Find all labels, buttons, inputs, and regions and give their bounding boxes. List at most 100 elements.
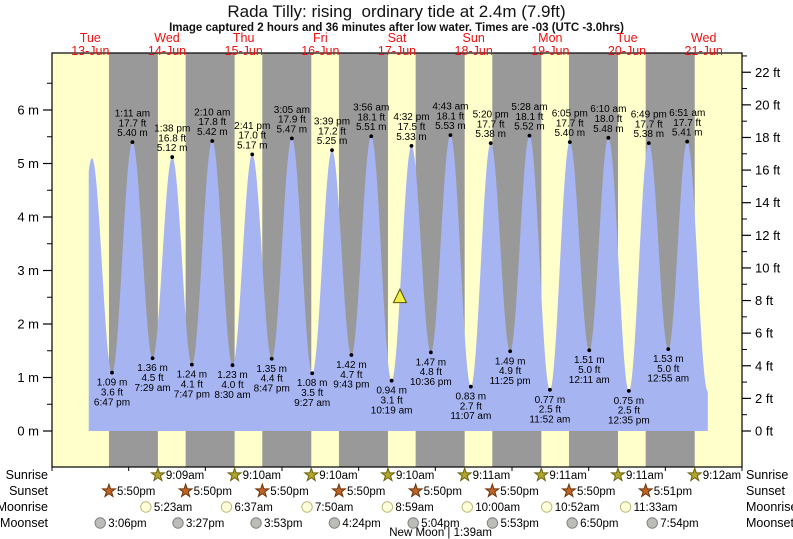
high-tide-label-line: 5.38 m <box>633 129 664 140</box>
moonrise-icon <box>461 501 473 513</box>
high-tide-marker <box>289 136 294 141</box>
moonset-icon <box>486 517 499 529</box>
moonset-row-label-left: Moonset <box>0 516 48 530</box>
low-tide-label-line: 0.94 m <box>376 386 407 397</box>
moonset-row-label-right: Moonset <box>746 516 793 530</box>
sunset-time-label: 5:50pm <box>424 486 462 498</box>
moonrise-time-label: 8:59am <box>395 502 433 514</box>
day-date-label: 20-Jun <box>608 44 646 58</box>
low-tide-label-line: 7:47 pm <box>174 389 210 400</box>
low-tide-label-line: 1.49 m <box>495 356 526 367</box>
moonrise-time-label: 10:00am <box>475 502 520 514</box>
low-tide-label: 1.08 m3.5 ft9:27 am <box>294 378 330 409</box>
low-tide-label-line: 4.4 ft <box>261 374 283 385</box>
moonset-time-label: 3:53pm <box>264 518 302 530</box>
low-tide-label-line: 1.24 m <box>177 370 208 381</box>
high-tide-label-line: 2:10 am <box>194 107 230 118</box>
left-axis-tick-label: 2 m <box>17 317 39 332</box>
sunrise-star-icon <box>686 466 703 482</box>
low-tide-label-line: 1.36 m <box>137 363 168 374</box>
sunrise-time-label: 9:10am <box>243 470 281 482</box>
high-tide-label-line: 1:38 pm <box>154 123 190 134</box>
sunset-star-icon <box>177 482 194 498</box>
sunrise-star-icon <box>149 466 166 482</box>
sunrise-time-label: 9:10am <box>396 470 434 482</box>
high-tide-label-line: 5.47 m <box>277 124 308 135</box>
right-axis-tick-label: 12 ft <box>755 228 781 243</box>
moonset-time-label: 4:24pm <box>342 518 380 530</box>
high-tide-label-line: 4:32 pm <box>393 112 429 123</box>
low-tide-label-line: 8:47 pm <box>254 383 290 394</box>
high-tide-label-line: 5:28 am <box>511 102 547 113</box>
sunrise-star-icon <box>533 466 550 482</box>
moonrise-icon <box>381 501 394 513</box>
high-tide-label-line: 16.8 ft <box>158 133 186 144</box>
moonset-icon <box>94 517 106 529</box>
high-tide-marker <box>409 143 414 148</box>
low-tide-marker <box>110 370 114 375</box>
low-tide-marker <box>189 362 194 367</box>
high-tide-marker <box>488 141 493 146</box>
high-tide-label-line: 5:20 pm <box>473 110 509 121</box>
moonset-icon <box>646 517 658 529</box>
high-tide-label-line: 17.8 ft <box>198 117 226 128</box>
right-axis-tick-label: 8 ft <box>755 293 773 308</box>
current-tide-triangle-marker <box>392 287 408 304</box>
high-tide-label-line: 18.1 ft <box>357 112 385 123</box>
high-tide-label-line: 6:10 am <box>590 104 626 115</box>
tide-water-area <box>88 135 708 431</box>
page-subtitle: Image captured 2 hours and 36 minutes af… <box>169 22 624 34</box>
left-axis-tick-label: 4 m <box>17 210 39 225</box>
sunrise-time-label: 9:10am <box>319 470 357 482</box>
low-tide-label-line: 4.5 ft <box>141 373 163 384</box>
high-tide-label-line: 5.12 m <box>157 143 188 154</box>
low-tide-label-line: 1.53 m <box>653 354 684 365</box>
low-tide-label-line: 12:55 am <box>647 374 689 385</box>
moonset-time-label: 5:53pm <box>500 518 538 530</box>
right-axis-tick-label: 2 ft <box>755 391 773 406</box>
sunset-star-icon <box>637 482 654 498</box>
low-tide-label-line: 1.08 m <box>297 378 328 389</box>
low-tide-label-line: 10:36 pm <box>410 377 452 388</box>
moonset-time-label: 3:27pm <box>186 518 224 530</box>
right-axis-tick-label: 0 ft <box>755 424 773 439</box>
low-tide-marker <box>269 356 274 361</box>
high-tide-label-line: 5.25 m <box>317 136 348 147</box>
low-tide-label-line: 1.51 m <box>574 355 605 366</box>
low-tide-label-line: 1.47 m <box>416 357 447 368</box>
day-date-label: 19-Jun <box>531 44 569 58</box>
day-name-label: Wed <box>154 31 180 45</box>
moonset-icon <box>407 517 419 529</box>
sunrise-time-label: 9:11am <box>473 470 511 482</box>
low-tide-marker <box>548 387 552 392</box>
sunrise-star-icon <box>303 466 320 482</box>
day-name-label: Tue <box>80 31 101 45</box>
low-tide-label-line: 11:07 am <box>450 411 491 422</box>
high-tide-label-line: 17.9 ft <box>278 115 306 126</box>
high-tide-label-line: 5.42 m <box>197 127 228 138</box>
high-tide-label-line: 5.33 m <box>396 132 427 143</box>
left-axis-tick-label: 6 m <box>17 103 39 118</box>
high-tide-label-line: 5.51 m <box>356 122 387 133</box>
low-tide-marker <box>587 348 592 353</box>
sunset-row-label-left: Sunset <box>9 484 48 498</box>
low-tide-label-line: 1.42 m <box>336 360 367 371</box>
low-tide-label-line: 10:19 am <box>371 405 413 416</box>
sunset-time-label: 5:50pm <box>577 486 615 498</box>
sunrise-time-label: 9:09am <box>166 470 204 482</box>
day-date-label: 21-Jun <box>685 44 723 58</box>
sunrise-star-icon <box>226 466 243 482</box>
high-tide-label-line: 5.40 m <box>554 128 585 139</box>
high-tide-label-line: 17.7 ft <box>119 118 147 129</box>
sunrise-star-icon <box>610 466 626 482</box>
